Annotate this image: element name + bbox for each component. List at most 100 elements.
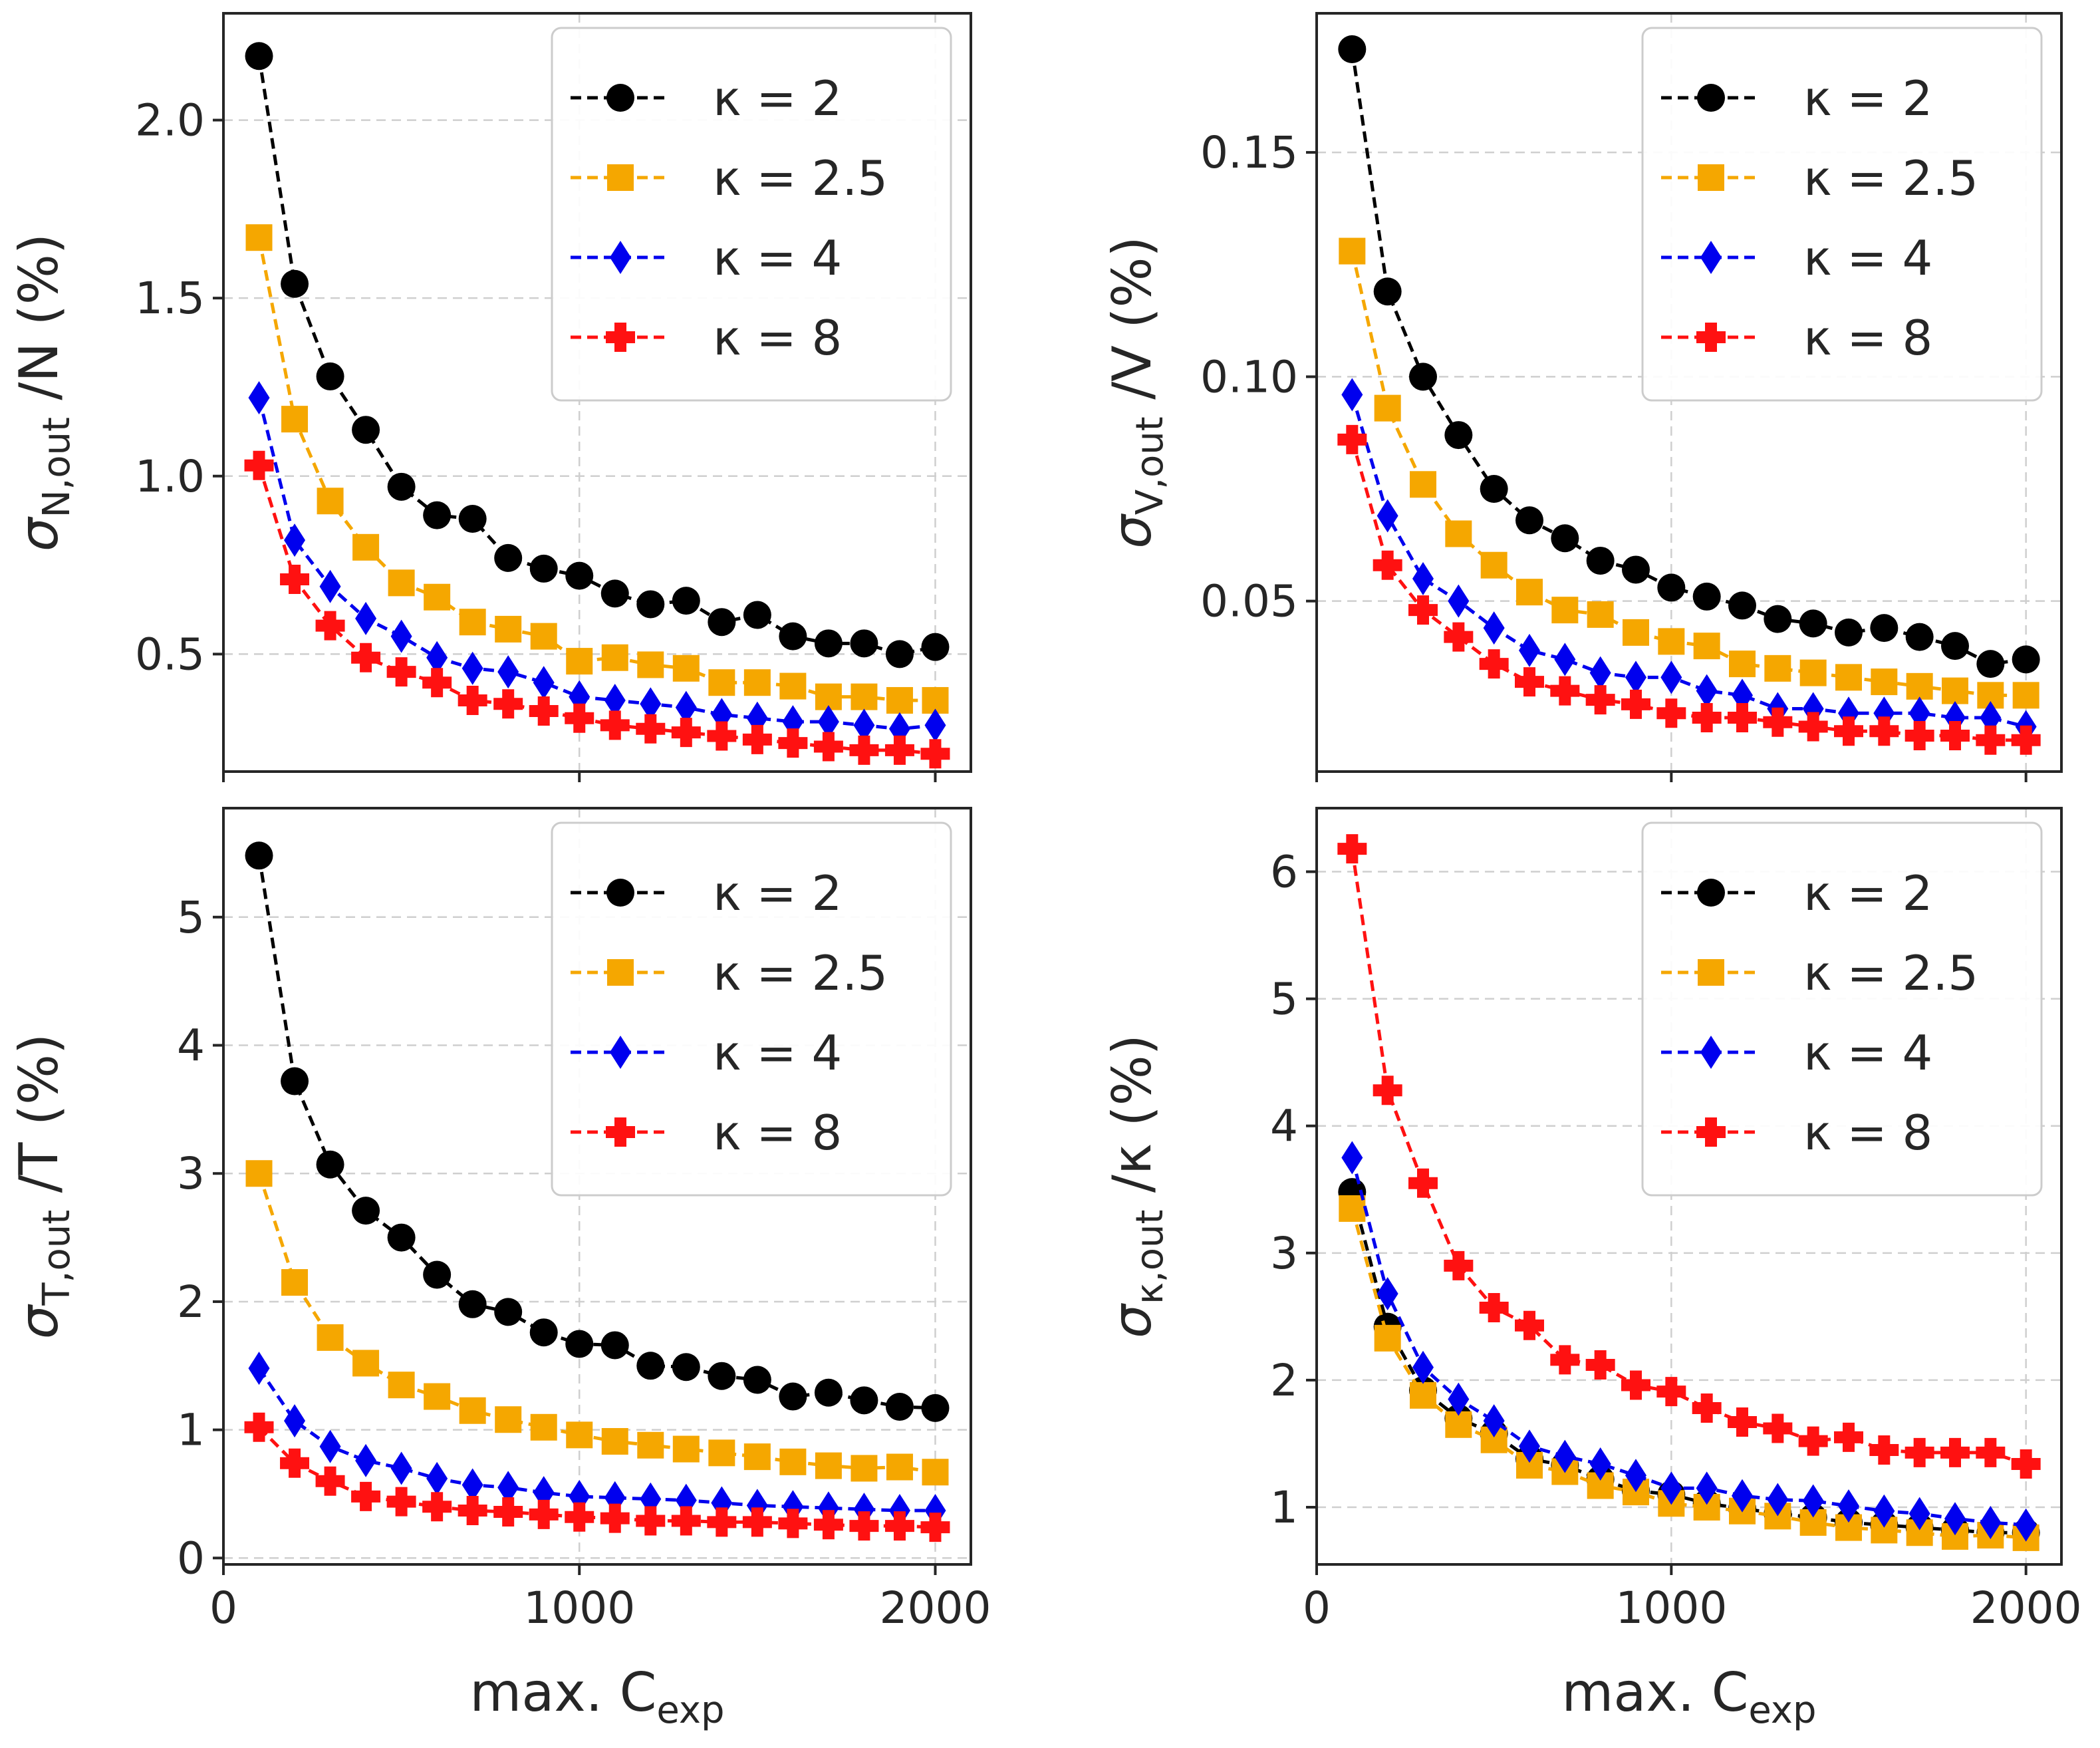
legend-label-k2: κ = 2 <box>1803 71 1932 126</box>
data-point-k25 <box>530 623 557 650</box>
data-point-k25 <box>1339 1195 1366 1222</box>
legend-label-k25: κ = 2.5 <box>713 150 888 206</box>
data-point-k2 <box>814 629 843 658</box>
data-point-k25 <box>1587 601 1614 628</box>
data-point-k2 <box>850 629 878 658</box>
data-point-k8 <box>422 668 452 698</box>
legend-label-k4: κ = 4 <box>713 230 842 286</box>
data-point-k25 <box>637 1431 664 1459</box>
legend-label-k25: κ = 2.5 <box>1803 150 1978 206</box>
data-point-k4 <box>248 381 270 415</box>
data-point-k2 <box>281 269 309 298</box>
data-point-k8 <box>671 718 701 748</box>
legend: κ = 2 κ = 2.5 κ = 4 κ = 8 <box>551 27 952 402</box>
series-k25 <box>1339 1195 2039 1551</box>
data-point-k2 <box>1551 524 1579 553</box>
data-point-k4 <box>1908 1497 1930 1530</box>
data-point-k4 <box>1980 1505 2002 1539</box>
data-point-k25 <box>530 1413 557 1441</box>
data-point-k8 <box>244 1412 274 1442</box>
data-point-k4 <box>1412 561 1434 595</box>
legend-marker-k8 <box>606 1117 635 1147</box>
series-k25 <box>245 224 949 714</box>
y-axis-label: σV,out /V (%) <box>1101 236 1172 549</box>
data-point-k4 <box>319 1429 341 1463</box>
data-point-k4 <box>1554 643 1576 676</box>
data-point-k25 <box>495 615 522 643</box>
data-point-k2 <box>1373 277 1402 306</box>
data-point-k2 <box>245 42 273 71</box>
y-tick-label: 4 <box>1270 1101 1298 1152</box>
data-point-k8 <box>1550 1345 1580 1375</box>
data-point-k8 <box>1337 424 1367 454</box>
legend-label-k8: κ = 8 <box>713 310 842 366</box>
data-point-k2 <box>850 1386 878 1415</box>
x-axis-label: max. Cexp <box>1561 1662 1816 1732</box>
data-point-k8 <box>1904 1437 1934 1467</box>
data-point-k2 <box>814 1378 843 1407</box>
data-point-k4 <box>604 683 626 717</box>
data-point-k25 <box>886 686 913 714</box>
x-tick-label: 1000 <box>1615 1582 1727 1634</box>
data-point-k2 <box>245 841 273 870</box>
data-point-k25 <box>424 1383 451 1410</box>
data-point-k8 <box>280 1448 310 1478</box>
series-line-k4 <box>257 397 936 731</box>
data-point-k25 <box>424 583 451 611</box>
data-point-k8 <box>920 739 950 769</box>
data-point-k2 <box>1338 35 1367 63</box>
data-point-k2 <box>1905 623 1934 651</box>
data-point-k25 <box>1551 597 1579 624</box>
legend: κ = 2 κ = 2.5 κ = 4 κ = 8 <box>551 821 952 1197</box>
legend-label-k2: κ = 2 <box>1803 865 1932 921</box>
data-point-k8 <box>1976 1437 2006 1467</box>
data-point-k2 <box>743 601 771 629</box>
y-axis-label: σN,out /N (%) <box>8 233 78 551</box>
legend-label-k8: κ = 8 <box>1803 310 1932 366</box>
data-point-k2 <box>458 505 487 533</box>
data-point-k2 <box>565 561 594 590</box>
data-point-k25 <box>245 1160 273 1187</box>
data-point-k4 <box>1377 499 1398 533</box>
data-point-k8 <box>351 1481 381 1511</box>
series-k8 <box>1337 834 2041 1479</box>
data-point-k2 <box>423 501 452 529</box>
data-point-k8 <box>565 1502 594 1532</box>
panel-kappa: 0 1000 2000 1 2 3 4 5 6 σκ,out /κ (%) max. Cexp κ =… <box>1101 807 2082 1732</box>
y-tick-label: 2.0 <box>135 95 205 146</box>
data-point-k8 <box>671 1506 701 1536</box>
data-point-k25 <box>245 224 273 251</box>
data-point-k4 <box>426 641 448 674</box>
legend-marker-k4 <box>610 1036 631 1069</box>
data-point-k4 <box>461 1468 483 1502</box>
y-tick-label: 5 <box>1270 974 1298 1025</box>
legend-label-k25: κ = 2.5 <box>1803 945 1978 1001</box>
data-point-k8 <box>707 721 737 751</box>
data-point-k2 <box>1799 609 1827 638</box>
x-tick-label: 0 <box>1303 1582 1331 1634</box>
data-point-k25 <box>1339 237 1366 265</box>
data-point-k2 <box>672 1353 700 1382</box>
data-point-k25 <box>566 1421 593 1449</box>
data-point-k8 <box>742 1507 772 1537</box>
data-point-k2 <box>529 1318 558 1347</box>
legend-label-k2: κ = 2 <box>713 865 842 921</box>
data-point-k8 <box>636 1506 666 1536</box>
data-point-k2 <box>1764 605 1792 633</box>
data-point-k25 <box>1799 659 1827 686</box>
data-point-k25 <box>1445 520 1472 547</box>
data-point-k2 <box>1657 573 1686 602</box>
plot-frame <box>1315 12 2063 773</box>
data-point-k25 <box>1658 628 1685 655</box>
y-tick-label: 3 <box>177 1148 205 1199</box>
data-point-k4 <box>853 708 875 742</box>
data-point-k2 <box>779 622 807 651</box>
data-point-k2 <box>458 1290 487 1318</box>
data-point-k2 <box>779 1382 807 1411</box>
legend: κ = 2 κ = 2.5 κ = 4 κ = 8 <box>1641 821 2043 1197</box>
data-point-k4 <box>1660 1471 1682 1505</box>
y-tick-label: 0.5 <box>135 629 205 680</box>
data-point-k2 <box>636 590 665 619</box>
data-point-k8 <box>1798 712 1828 742</box>
